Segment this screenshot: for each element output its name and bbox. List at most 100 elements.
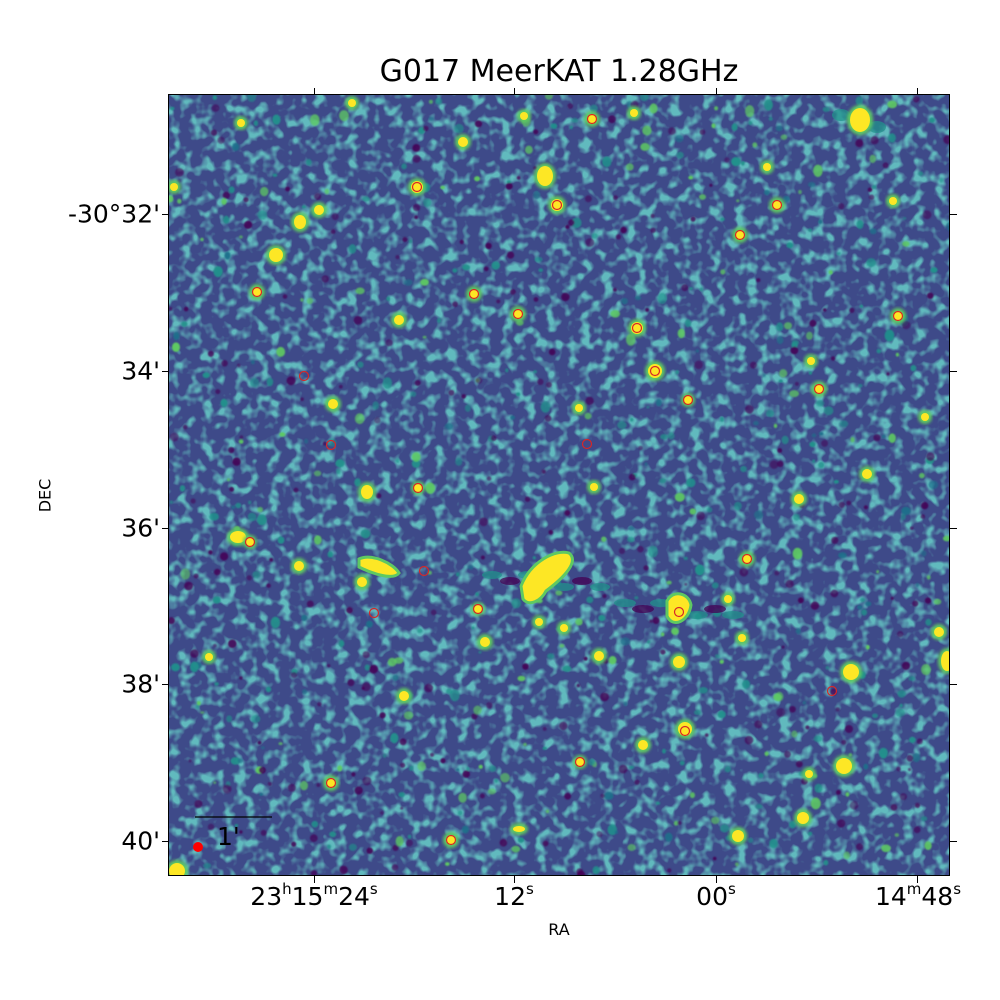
faint-source: [467, 564, 474, 570]
faint-source: [169, 195, 174, 203]
negative-noise: [613, 195, 618, 201]
faint-source: [420, 278, 429, 286]
faint-source: [667, 432, 675, 440]
negative-noise: [309, 834, 318, 842]
negative-noise: [228, 446, 235, 454]
faint-source: [227, 478, 230, 482]
radio-source: [836, 758, 852, 774]
image-title: G017 MeerKAT 1.28GHz: [379, 54, 739, 89]
faint-source: [758, 772, 764, 779]
faint-source: [711, 816, 720, 825]
x-axis-label: RA: [548, 920, 570, 939]
negative-noise: [347, 679, 355, 687]
faint-source: [221, 198, 227, 205]
faint-source: [177, 198, 182, 204]
faint-source: [538, 268, 543, 273]
faint-source: [555, 590, 563, 596]
faint-source: [689, 287, 693, 290]
faint-source: [571, 217, 582, 229]
y-tick: [950, 841, 957, 842]
faint-source: [766, 409, 775, 418]
negative-noise: [649, 619, 653, 623]
y-tick: [162, 528, 169, 529]
negative-noise: [285, 186, 290, 192]
negative-noise: [927, 292, 934, 299]
radio-source: [513, 309, 523, 319]
negative-noise: [841, 739, 847, 745]
faint-source: [478, 764, 483, 769]
negative-noise: [474, 120, 483, 128]
negative-noise: [541, 469, 546, 474]
catalog-marker: [412, 482, 424, 494]
negative-noise: [890, 596, 894, 600]
faint-source: [213, 781, 217, 784]
catalog-marker: [298, 370, 310, 382]
negative-noise: [899, 793, 908, 801]
negative-noise: [821, 439, 829, 447]
faint-source: [734, 501, 742, 511]
catalog-marker: [673, 606, 685, 618]
faint-source: [719, 416, 725, 422]
negative-noise: [837, 819, 846, 828]
negative-noise: [207, 350, 214, 357]
negative-noise: [462, 770, 470, 778]
catalog-marker: [551, 199, 563, 211]
faint-source: [226, 715, 233, 723]
negative-noise: [868, 194, 875, 200]
radio-source: [237, 119, 245, 127]
negative-noise: [835, 707, 840, 712]
catalog-marker: [581, 438, 593, 450]
faint-source: [769, 838, 778, 849]
negative-noise: [208, 550, 213, 555]
faint-source: [792, 547, 803, 560]
faint-source: [695, 564, 705, 576]
negative-noise: [222, 191, 230, 199]
faint-source: [872, 185, 877, 189]
faint-source: [589, 104, 598, 112]
faint-source: [888, 433, 896, 444]
faint-source: [865, 645, 870, 650]
faint-source: [698, 687, 708, 694]
negative-noise: [338, 384, 343, 389]
negative-noise: [634, 779, 640, 785]
negative-noise: [239, 435, 244, 440]
faint-source: [629, 765, 635, 770]
faint-source: [455, 572, 460, 577]
x-tick-label: 23h15m24s: [250, 880, 378, 911]
catalog-marker: [368, 607, 380, 619]
faint-source: [487, 788, 496, 795]
negative-noise: [548, 530, 554, 535]
faint-source: [808, 371, 813, 375]
negative-noise: [287, 783, 296, 792]
faint-source: [336, 468, 341, 475]
negative-noise: [943, 135, 949, 145]
faint-source: [720, 269, 726, 275]
faint-source: [588, 758, 596, 766]
negative-noise: [480, 555, 485, 560]
faint-source: [310, 114, 320, 126]
negative-noise: [822, 308, 827, 312]
faint-source: [466, 766, 470, 771]
faint-source: [488, 765, 497, 772]
faint-source: [762, 373, 766, 378]
negative-noise: [906, 754, 914, 762]
faint-source: [819, 432, 824, 436]
negative-noise: [909, 526, 914, 530]
negative-noise: [677, 820, 682, 826]
faint-source: [544, 95, 553, 100]
negative-noise: [484, 266, 489, 272]
faint-source: [655, 801, 661, 805]
faint-source: [836, 252, 841, 256]
negative-noise: [690, 216, 696, 222]
faint-source: [455, 457, 463, 466]
x-tick: [514, 876, 515, 883]
faint-source: [695, 349, 700, 353]
faint-source: [386, 296, 391, 301]
faint-source: [866, 258, 877, 268]
faint-source: [634, 295, 642, 301]
radio-source: [941, 651, 949, 671]
x-tick-label: 00s: [696, 880, 736, 911]
faint-source: [776, 322, 784, 332]
faint-source: [808, 181, 816, 188]
negative-noise: [475, 377, 483, 384]
